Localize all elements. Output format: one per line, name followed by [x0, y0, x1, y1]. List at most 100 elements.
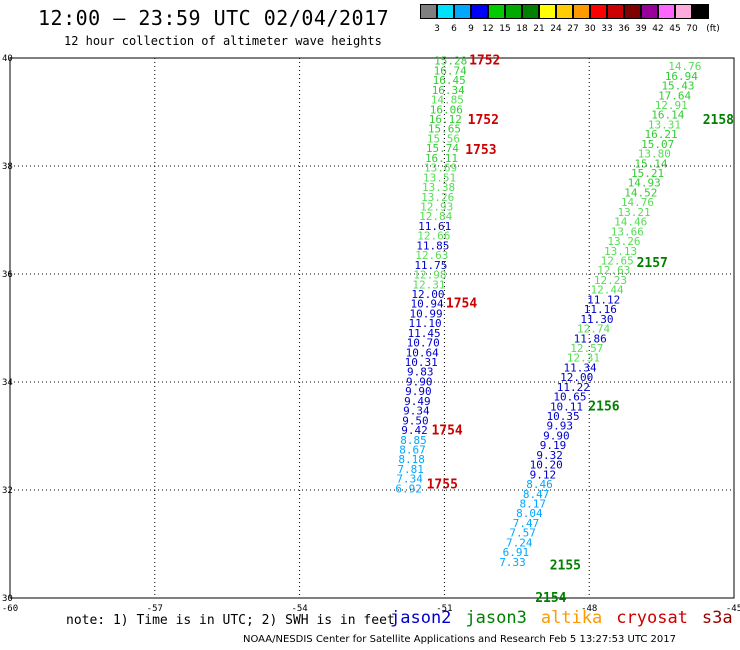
wave-height-point: 11.30: [580, 313, 613, 326]
satellite-legend: jason2 jason3 altika cryosat s3a: [390, 608, 740, 628]
scale-label: 30: [584, 24, 596, 34]
wave-height-point: 13.66: [611, 225, 644, 238]
wave-height-point: 8.67: [399, 444, 426, 457]
wave-height-point: 11.45: [408, 327, 441, 340]
wave-height-point: 15.65: [428, 123, 461, 136]
y-tick-label: 38: [2, 162, 13, 172]
wave-height-point: 16.74: [434, 64, 467, 77]
scale-swatch: [539, 4, 556, 19]
scale-label: 39: [635, 24, 647, 34]
wave-height-point: 11.75: [414, 259, 447, 272]
x-tick-label: -54: [291, 604, 307, 614]
wave-height-point: 12.91: [655, 99, 688, 112]
wave-height-point: 10.65: [553, 391, 586, 404]
scale-swatch: [556, 4, 573, 19]
wave-height-point: 10.99: [409, 307, 442, 320]
scale-swatch: [573, 4, 590, 19]
x-tick-label: -48: [581, 604, 597, 614]
wave-height-point: 14.76: [668, 60, 701, 73]
wave-height-point: 12.93: [420, 201, 453, 214]
wave-height-point: 10.70: [407, 337, 440, 350]
scale-swatch: [590, 4, 607, 19]
wave-height-point: 12.31: [567, 352, 600, 365]
scale-label: 18: [516, 24, 528, 34]
scale-label: 42: [652, 24, 664, 34]
wave-height-point: 16.14: [651, 109, 684, 122]
x-tick-label: -51: [436, 604, 452, 614]
wave-height-point: 8.18: [398, 453, 425, 466]
wave-height-point: 16.34: [432, 84, 465, 97]
wave-height-point: 11.22: [557, 381, 590, 394]
pass-time-label: 1753: [465, 143, 496, 158]
pass-time-label: 1752: [468, 113, 499, 128]
scale-swatch: [607, 4, 624, 19]
wave-height-point: 13.26: [421, 191, 454, 204]
wave-height-point: 13.31: [648, 118, 681, 131]
wave-height-point: 9.83: [407, 366, 434, 379]
pass-time-label: 1754: [446, 297, 477, 312]
y-tick-label: 30: [2, 594, 13, 604]
scale-swatch: [420, 4, 437, 19]
wave-height-point: 12.74: [577, 323, 610, 336]
wave-height-point: 15.14: [634, 157, 667, 170]
scale-label: 21: [533, 24, 545, 34]
y-tick-label: 36: [2, 270, 13, 280]
wave-height-point: 9.93: [547, 420, 574, 433]
wave-height-point: 11.34: [563, 361, 596, 374]
y-tick-label: 34: [2, 378, 13, 388]
wave-height-point: 7.24: [506, 536, 533, 549]
plot-frame: [9, 57, 735, 599]
y-tick-label: 40: [2, 54, 13, 64]
wave-height-point: 9.49: [404, 395, 431, 408]
pass-time-label: 2156: [588, 399, 619, 414]
wave-height-point: 12.66: [417, 230, 450, 243]
pass-time-label: 1752: [469, 54, 500, 69]
scale-swatch: [505, 4, 522, 19]
x-tick-label: -45: [726, 604, 740, 614]
satellite-altika: altika: [540, 608, 603, 628]
scale-swatch: [454, 4, 471, 19]
wave-height-point: 10.20: [530, 459, 563, 472]
scale-label: 24: [550, 24, 562, 34]
wave-height-point: 9.32: [536, 449, 563, 462]
wave-height-point: 12.63: [415, 249, 448, 262]
satellite-s3a: s3a: [701, 608, 733, 628]
data-points: 15.2816.7416.4516.3414.8516.0616.1215.65…: [395, 55, 701, 569]
scale-swatch: [675, 4, 692, 19]
chart-subtitle: 12 hour collection of altimeter wave hei…: [64, 34, 382, 48]
wave-height-point: 9.42: [401, 424, 428, 437]
pass-time-label: 1755: [427, 478, 458, 493]
wave-height-point: 12.31: [412, 278, 445, 291]
wave-height-point: 11.86: [574, 332, 607, 345]
wave-height-point: 9.90: [543, 429, 570, 442]
scale-label: 36: [618, 24, 630, 34]
wave-height-point: 10.94: [410, 298, 443, 311]
wave-height-point: 15.28: [434, 55, 467, 68]
wave-height-point: 7.34: [396, 473, 423, 486]
satellite-jason2: jason2: [390, 608, 452, 628]
wave-height-point: 6.91: [503, 546, 530, 559]
wave-height-point: 12.44: [590, 284, 623, 297]
scale-swatch: [437, 4, 454, 19]
wave-height-point: 7.33: [499, 556, 526, 569]
y-tick-label: 32: [2, 486, 13, 496]
pass-time-label: 2155: [550, 559, 581, 574]
wave-height-point: 9.90: [406, 375, 433, 388]
wave-height-point: 11.10: [409, 317, 442, 330]
time-labels: 1752 1752 1753 1754 1754 1755 2158 2157 2156 2155…: [427, 54, 735, 606]
scale-swatch: [471, 4, 488, 19]
wave-height-point: 12.65: [601, 255, 634, 268]
wave-height-point: 9.34: [403, 405, 430, 418]
scale-label: 9: [468, 24, 474, 34]
wave-height-point: 16.21: [645, 128, 678, 141]
wave-height-point: 13.80: [638, 148, 671, 161]
scale-swatch: [641, 4, 658, 19]
wave-height-point: 11.85: [416, 239, 449, 252]
wave-height-point: 9.12: [530, 468, 557, 481]
scale-swatch: [522, 4, 539, 19]
pass-time-label: 2157: [637, 256, 668, 271]
wave-height-point: 8.47: [523, 488, 550, 501]
wave-height-point: 15.07: [641, 138, 674, 151]
scale-swatch: [658, 4, 675, 19]
